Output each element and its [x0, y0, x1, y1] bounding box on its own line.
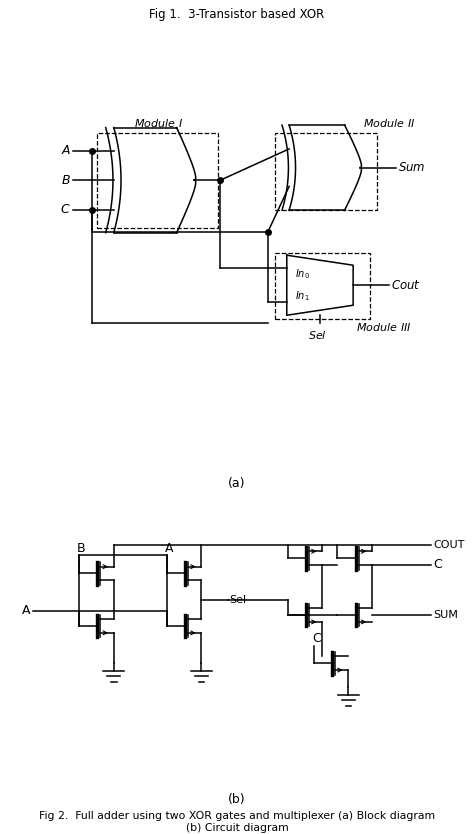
Text: Fig 1.  3-Transistor based XOR: Fig 1. 3-Transistor based XOR — [149, 8, 325, 21]
Text: A: A — [22, 604, 31, 617]
Text: $Module\ II$: $Module\ II$ — [363, 117, 415, 129]
Text: C: C — [312, 632, 320, 645]
Bar — [275, 254, 370, 319]
Text: $Cout$: $Cout$ — [391, 279, 421, 292]
Bar — [275, 133, 377, 210]
Text: B: B — [77, 542, 86, 555]
Text: SUM: SUM — [434, 610, 458, 620]
Text: $In_1$: $In_1$ — [295, 289, 310, 303]
Text: (b) Circuit diagram: (b) Circuit diagram — [186, 823, 288, 833]
Bar — [97, 133, 218, 228]
Text: $A$: $A$ — [61, 144, 71, 158]
Text: $Module\ III$: $Module\ III$ — [356, 321, 412, 334]
Text: (a): (a) — [228, 477, 246, 490]
Text: Sel: Sel — [229, 595, 246, 605]
Text: $B$: $B$ — [61, 173, 71, 187]
Text: Fig 2.  Full adder using two XOR gates and multiplexer (a) Block diagram: Fig 2. Full adder using two XOR gates an… — [39, 811, 435, 821]
Text: A: A — [165, 542, 173, 555]
Text: $Sum$: $Sum$ — [398, 161, 426, 174]
Text: COUT: COUT — [434, 540, 465, 550]
Text: C: C — [434, 559, 442, 571]
Text: $Module\ I$: $Module\ I$ — [134, 117, 183, 129]
Text: $C$: $C$ — [60, 203, 71, 216]
Text: $Sel$: $Sel$ — [308, 329, 327, 341]
Text: $In_0$: $In_0$ — [295, 268, 310, 281]
Text: (b): (b) — [228, 792, 246, 806]
